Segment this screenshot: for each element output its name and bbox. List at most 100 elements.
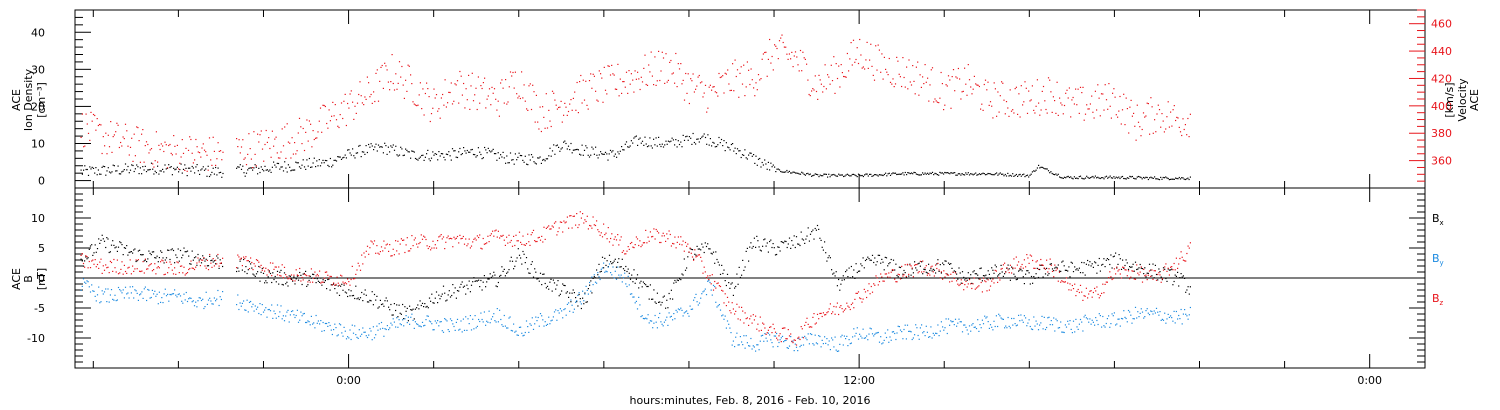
- bx-point: [680, 279, 682, 281]
- bz-point: [670, 245, 672, 247]
- velocity-point: [793, 55, 795, 57]
- velocity-point: [127, 145, 129, 147]
- bz-point: [814, 323, 816, 325]
- density-point: [796, 172, 798, 174]
- velocity-point: [776, 47, 778, 50]
- by-point: [535, 316, 537, 318]
- bz-point: [285, 274, 287, 276]
- by-point: [576, 300, 578, 302]
- bx-point: [737, 283, 739, 285]
- bx-point: [497, 281, 499, 284]
- bz-point: [481, 248, 483, 250]
- velocity-point: [554, 99, 556, 101]
- velocity-point: [391, 54, 393, 56]
- bz-point: [479, 234, 481, 236]
- bz-point: [157, 266, 159, 268]
- velocity-point: [354, 105, 356, 107]
- velocity-point: [920, 86, 922, 88]
- bz-point: [973, 277, 975, 279]
- velocity-point: [379, 80, 381, 82]
- velocity-point: [173, 135, 175, 137]
- velocity-point: [762, 53, 764, 55]
- bz-point: [1145, 274, 1147, 276]
- velocity-point: [824, 64, 826, 66]
- density-point: [1091, 176, 1093, 178]
- density-point: [886, 175, 888, 177]
- bz-point: [1143, 268, 1145, 270]
- bz-point: [914, 264, 916, 266]
- bx-point: [267, 276, 269, 278]
- bz-point: [283, 266, 286, 268]
- bx-point: [942, 262, 944, 264]
- density-point: [927, 172, 929, 174]
- velocity-point: [706, 111, 708, 113]
- bz-point: [558, 227, 560, 229]
- density-point: [80, 169, 82, 171]
- velocity-point: [1119, 95, 1121, 98]
- density-point: [616, 156, 618, 158]
- density-point: [210, 174, 212, 176]
- bz-point: [718, 285, 720, 287]
- density-point: [772, 164, 774, 166]
- bx-point: [132, 252, 134, 254]
- by-point: [979, 324, 981, 326]
- bx-point: [910, 274, 912, 276]
- by-point: [705, 294, 708, 296]
- velocity-point: [514, 71, 516, 73]
- velocity-point: [575, 109, 577, 111]
- bx-point: [902, 273, 904, 275]
- density-point: [295, 161, 297, 163]
- by-point: [834, 336, 836, 338]
- bx-point: [1171, 268, 1173, 270]
- bz-point: [257, 259, 259, 262]
- by-point: [334, 323, 336, 325]
- by-point: [619, 276, 621, 278]
- by-point: [942, 326, 944, 328]
- density-point: [261, 168, 264, 171]
- density-point: [1055, 173, 1057, 175]
- velocity-point: [366, 76, 368, 78]
- bx-point: [244, 271, 246, 273]
- by-point: [370, 330, 372, 332]
- bx-point: [245, 266, 247, 268]
- bx-point: [503, 268, 505, 270]
- velocity-point: [728, 83, 730, 85]
- bz-point: [645, 229, 647, 231]
- by-point: [802, 344, 805, 346]
- density-point: [946, 172, 948, 174]
- bz-point: [651, 236, 653, 238]
- bz-point: [160, 261, 162, 263]
- bz-point: [418, 243, 420, 245]
- by-point: [273, 310, 275, 312]
- density-point: [538, 157, 540, 159]
- bx-point: [451, 294, 453, 297]
- velocity-point: [295, 153, 297, 155]
- density-point: [889, 174, 892, 176]
- bz-point: [130, 273, 132, 275]
- bz-point: [1166, 270, 1168, 272]
- velocity-point: [359, 81, 361, 83]
- bx-point: [182, 254, 184, 256]
- bz-point: [1127, 270, 1130, 272]
- by-point: [470, 329, 473, 331]
- bz-point: [355, 273, 357, 275]
- bz-point: [908, 273, 910, 275]
- velocity-point: [1009, 89, 1011, 91]
- bx-point: [205, 258, 207, 260]
- bx-point: [993, 272, 995, 274]
- velocity-point: [280, 151, 282, 153]
- bz-point: [419, 241, 421, 244]
- bx-point: [723, 269, 725, 271]
- bz-point: [112, 270, 114, 272]
- bz-point: [489, 234, 491, 237]
- velocity-point: [1081, 92, 1083, 94]
- bx-point: [183, 247, 185, 249]
- velocity-point: [1171, 125, 1173, 127]
- density-point: [480, 153, 482, 156]
- bz-point: [786, 338, 788, 340]
- by-point: [1143, 317, 1145, 319]
- velocity-point: [952, 69, 955, 71]
